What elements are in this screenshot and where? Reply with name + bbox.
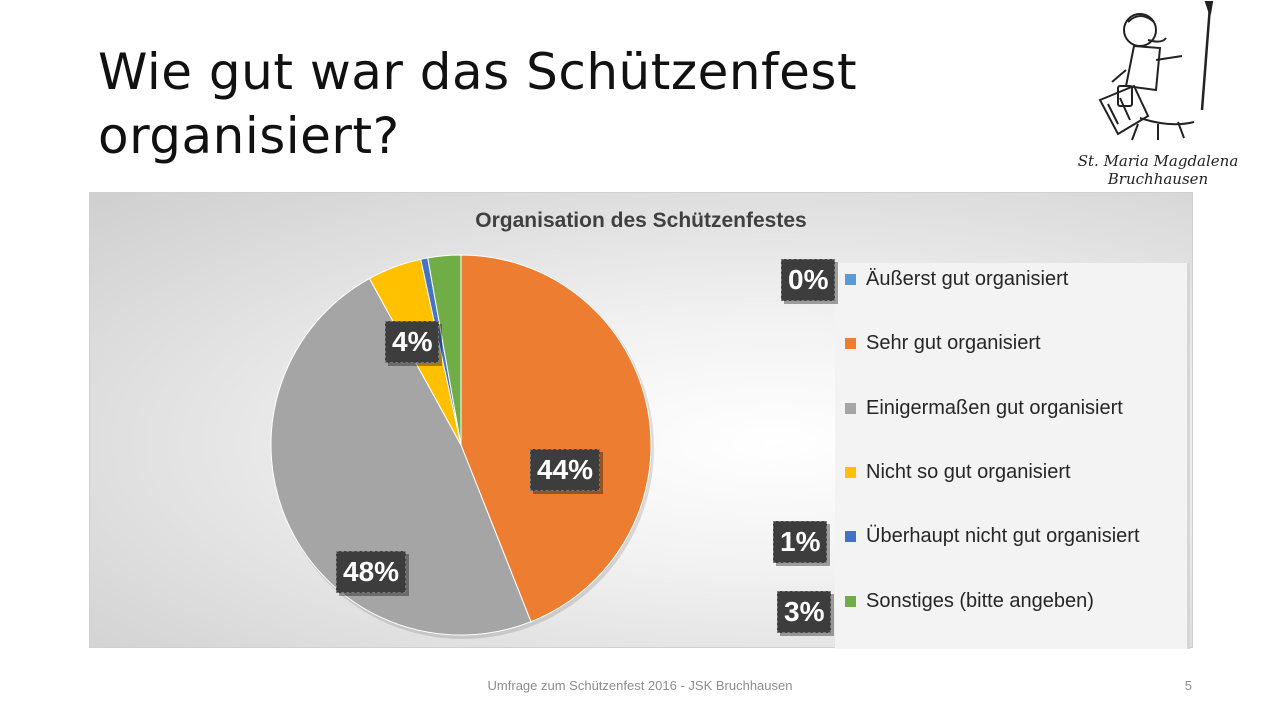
legend-label: Überhaupt nicht gut organisiert xyxy=(866,525,1140,547)
legend-label: Sonstiges (bitte angeben) xyxy=(866,590,1094,612)
logo-line2: Bruchhausen xyxy=(1107,170,1208,188)
legend-item: Sonstiges (bitte angeben) xyxy=(845,585,1185,617)
legend-label: Nicht so gut organisiert xyxy=(866,461,1071,483)
chart-area: Organisation des Schützenfestes Äußerst … xyxy=(89,192,1193,649)
legend-swatch xyxy=(845,338,856,349)
legend-item: Überhaupt nicht gut organisiert xyxy=(845,520,1185,552)
page-number: 5 xyxy=(1184,678,1192,693)
legend-label: Sehr gut organisiert xyxy=(866,332,1041,354)
legend-swatch xyxy=(845,531,856,542)
legend-item: Einigermaßen gut organisiert xyxy=(845,392,1185,424)
pie-slice xyxy=(270,277,532,636)
chart-legend: Äußerst gut organisiert Sehr gut organisi… xyxy=(835,263,1190,649)
pie-slice xyxy=(427,254,462,446)
legend-item: Sehr gut organisiert xyxy=(845,327,1185,359)
pie-data-label: 0% xyxy=(781,259,836,301)
legend-label: Äußerst gut organisiert xyxy=(866,268,1069,290)
legend-item: Nicht so gut organisiert xyxy=(845,456,1185,488)
pie-slice xyxy=(460,254,652,623)
legend-swatch xyxy=(845,274,856,285)
legend-swatch xyxy=(845,403,856,414)
legend-swatch xyxy=(845,467,856,478)
club-logo: St. Maria Magdalena Bruchhausen xyxy=(1078,0,1238,188)
slide-title: Wie gut war das Schützenfest organisiert… xyxy=(98,43,858,165)
pie-data-label: 3% xyxy=(777,591,832,633)
chart-title: Organisation des Schützenfestes xyxy=(475,209,807,232)
slide-footer: Umfrage zum Schützenfest 2016 - JSK Bruc… xyxy=(487,678,793,693)
pie-data-label: 44% xyxy=(530,449,601,491)
pie-data-label: 48% xyxy=(336,551,407,593)
logo-line1: St. Maria Magdalena xyxy=(1078,152,1238,170)
pie-data-label: 4% xyxy=(385,321,440,363)
legend-swatch xyxy=(845,596,856,607)
legend-label: Einigermaßen gut organisiert xyxy=(866,397,1123,419)
legend-item: Äußerst gut organisiert xyxy=(845,263,1185,295)
pie-data-label: 1% xyxy=(773,521,828,563)
